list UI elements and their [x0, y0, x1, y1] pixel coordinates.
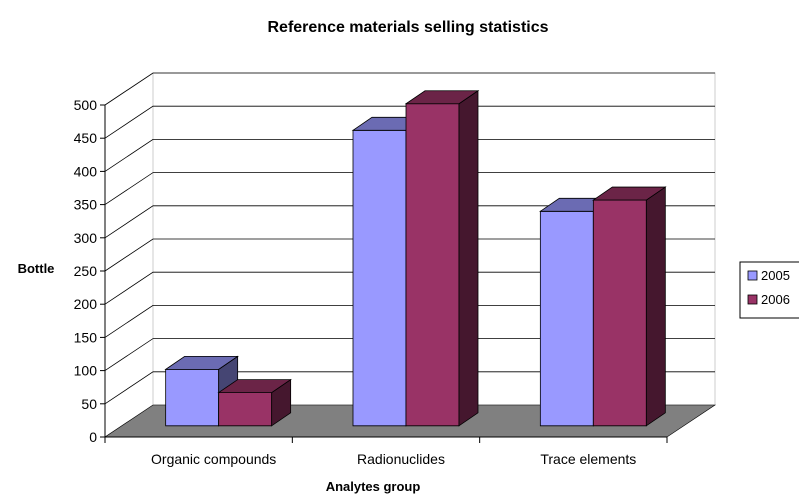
y-tick-label: 450: [74, 130, 98, 146]
y-tick-label: 150: [74, 329, 98, 345]
y-tick-label: 300: [74, 230, 98, 246]
x-tick-label: Radionuclides: [357, 451, 445, 467]
y-tick-label: 200: [74, 296, 98, 312]
y-tick-labels: 0 50 100 150 200 250 300 350 400 450 500: [74, 97, 98, 445]
bar-top-face: [164, 355, 239, 370]
bar-side-face: [645, 186, 666, 427]
gridline: [104, 271, 715, 305]
gridline: [104, 371, 715, 405]
gridline: [104, 338, 715, 371]
gridline: [104, 105, 715, 139]
legend: 2005 2006: [739, 261, 799, 319]
gridline: [104, 205, 715, 239]
legend-label: 2005: [761, 268, 790, 283]
bars: [164, 90, 667, 427]
bar-top-face: [404, 90, 480, 105]
gridlines: [104, 72, 715, 405]
bar-top-face: [217, 379, 292, 394]
y-tick-label: 250: [74, 263, 98, 279]
y-tick-label: 500: [74, 97, 98, 113]
y-tick-label: 400: [74, 163, 98, 179]
bar: [217, 378, 292, 427]
bar-front-face: [165, 368, 220, 427]
bar: [404, 90, 480, 427]
legend-swatch: [747, 294, 758, 305]
y-tick-label: 50: [81, 396, 97, 412]
gridline: [104, 138, 715, 172]
gridline: [104, 238, 715, 272]
gridline: [104, 304, 715, 338]
y-axis-label: Bottle: [18, 261, 55, 276]
x-tick-label: Trace elements: [540, 451, 636, 467]
legend-swatch: [747, 270, 758, 281]
gridline: [104, 172, 715, 205]
bar-front-face: [218, 392, 273, 427]
bar-top-face: [592, 186, 667, 201]
bar-front-face: [592, 199, 647, 427]
legend-label: 2006: [761, 292, 790, 307]
x-tick-label: Organic compounds: [151, 451, 276, 467]
axes: [100, 104, 668, 443]
y-tick-label: 0: [89, 429, 97, 445]
x-axis-label: Analytes group: [326, 479, 421, 494]
x-tick-labels: Organic compounds Radionuclides Trace elem…: [151, 451, 636, 467]
chart-title: Reference materials selling statistics: [267, 19, 548, 36]
bar-side-face: [458, 90, 479, 427]
gridline: [104, 72, 715, 106]
bar-front-face: [539, 210, 594, 427]
bar: [592, 186, 667, 427]
y-tick-label: 100: [74, 363, 98, 379]
y-tick-label: 350: [74, 197, 98, 213]
bar-front-face: [352, 129, 407, 427]
bar-front-face: [405, 103, 460, 427]
